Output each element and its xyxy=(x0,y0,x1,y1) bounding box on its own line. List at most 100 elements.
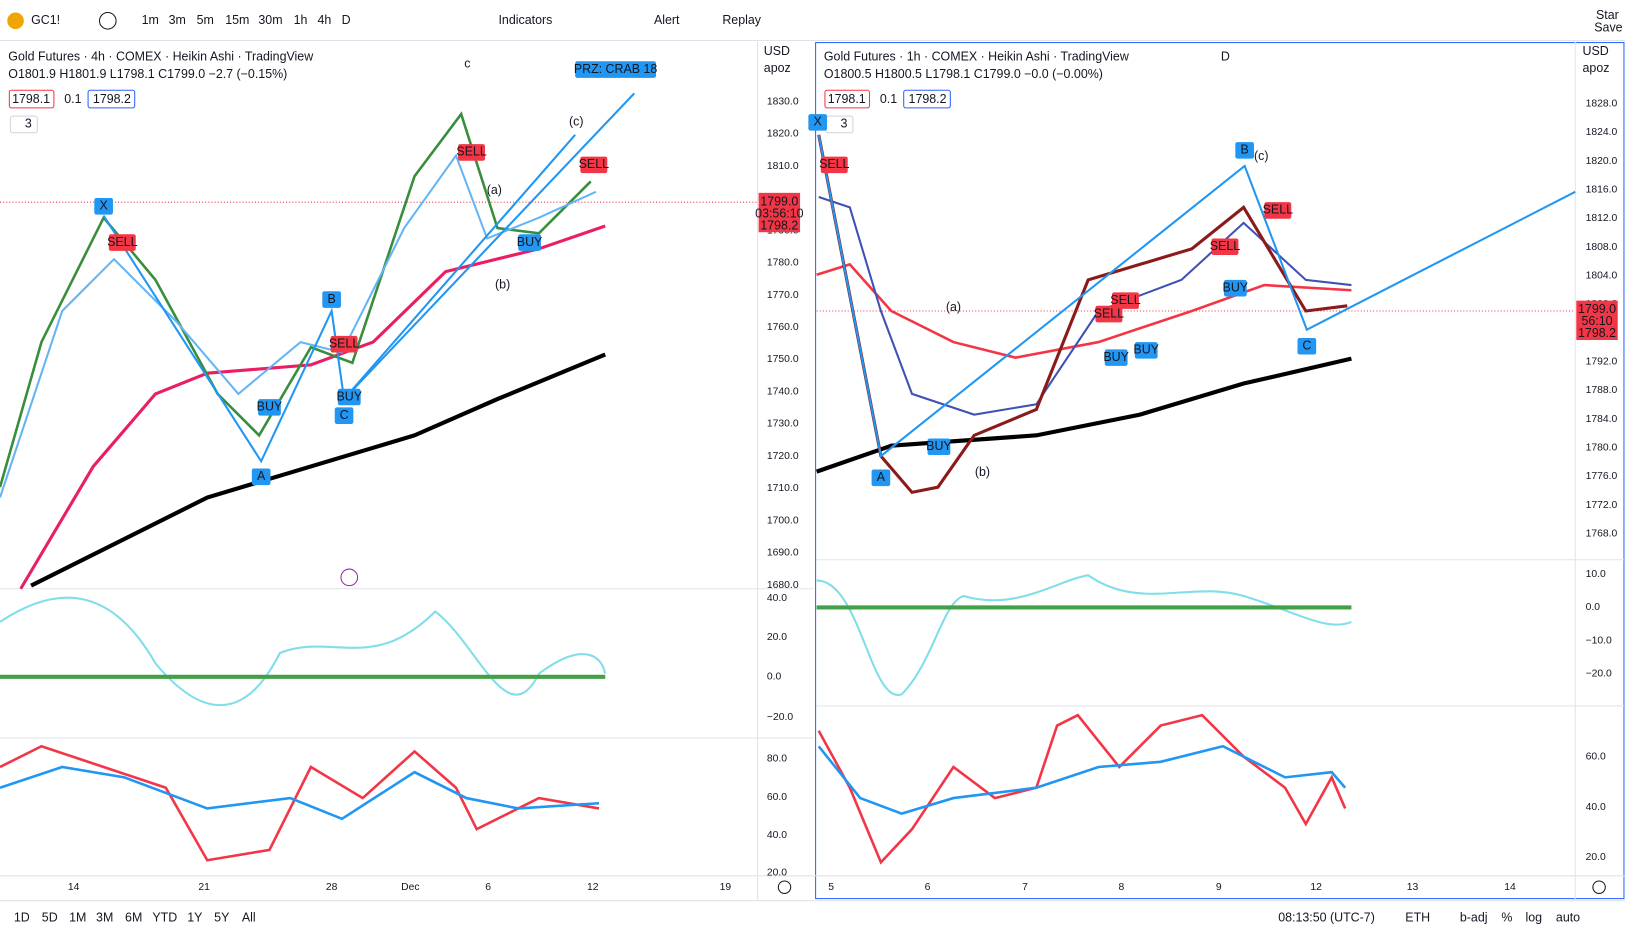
buy-signal-box xyxy=(1223,279,1247,297)
rsi-average xyxy=(0,765,600,821)
interval[interactable]: 4h xyxy=(317,13,331,27)
sell-signal: SELL xyxy=(456,145,486,159)
settings-icon[interactable] xyxy=(777,880,792,894)
replay-button[interactable]: Replay xyxy=(722,13,761,27)
pattern-point-box xyxy=(322,291,341,308)
prz-label-box xyxy=(575,61,657,78)
ma-200 xyxy=(30,352,607,588)
price-tick-label: 1772.0 xyxy=(1586,500,1618,511)
range-button[interactable]: 5D xyxy=(42,911,58,925)
buy-signal-box xyxy=(337,388,361,406)
rsi-tick-label: 40.0 xyxy=(1586,802,1606,813)
range-button[interactable]: All xyxy=(242,911,256,925)
bid-box xyxy=(8,89,55,109)
pattern-point: C xyxy=(340,408,349,422)
range-button[interactable]: 6M xyxy=(125,911,142,925)
interval[interactable]: D xyxy=(342,13,351,27)
buy-signal: BUY xyxy=(257,400,283,414)
range-button[interactable]: 1D xyxy=(14,911,30,925)
pattern-point: A xyxy=(877,470,886,484)
rsi-tick-label: 80.0 xyxy=(767,753,787,764)
range-button[interactable]: YTD xyxy=(152,911,177,925)
chart-title: Gold Futures · 1h · COMEX · Heikin Ashi … xyxy=(824,49,1129,63)
wave-label: (b) xyxy=(975,465,990,479)
time-label: 14 xyxy=(1504,882,1516,893)
indicators-button[interactable]: Indicators xyxy=(498,13,552,27)
osc-tick-label: 0.0 xyxy=(1586,602,1601,613)
pattern-point-box xyxy=(871,469,891,487)
ask: 1798.2 xyxy=(909,92,947,106)
sell-signal: SELL xyxy=(1210,239,1240,253)
alert-button[interactable]: Alert xyxy=(654,13,680,27)
range-button[interactable]: 5Y xyxy=(214,911,230,925)
interval[interactable]: 30m xyxy=(258,13,282,27)
interval[interactable]: 1m xyxy=(142,13,159,27)
sell-signal-box xyxy=(820,156,848,174)
session[interactable]: ETH xyxy=(1405,911,1430,925)
range-button[interactable]: 1M xyxy=(69,911,86,925)
badge: D xyxy=(1221,49,1230,63)
buy-signal: BUY xyxy=(1133,343,1159,357)
osc-tick-label: −20.0 xyxy=(1586,668,1612,679)
price-tick-label: 1808.0 xyxy=(1586,242,1618,253)
sell-signal: SELL xyxy=(579,157,609,171)
osc-tick-label: 10.0 xyxy=(1586,569,1606,580)
indicator-count[interactable]: 3 xyxy=(25,117,32,131)
buy-signal: BUY xyxy=(926,439,952,453)
log-toggle[interactable]: log xyxy=(1526,911,1543,925)
ma-line xyxy=(19,224,606,590)
right-chart-frame xyxy=(815,42,1625,900)
price-tick-label: 1700.0 xyxy=(767,515,799,526)
price-tick-label: 1690.0 xyxy=(767,548,799,559)
pattern-point: C xyxy=(1302,339,1311,353)
sell-signal-box xyxy=(458,144,486,161)
sync-icon[interactable] xyxy=(340,568,359,587)
time-label: 6 xyxy=(485,882,491,893)
ask: 1798.2 xyxy=(93,92,131,106)
save-button[interactable]: Save xyxy=(1594,20,1622,34)
interval[interactable]: 5m xyxy=(197,13,214,27)
last-price: 03:56:10 xyxy=(755,206,803,220)
osc-tick-label: 40.0 xyxy=(767,593,787,604)
range-button[interactable]: 1Y xyxy=(187,911,203,925)
sell-signal: SELL xyxy=(1094,306,1124,320)
bid-box xyxy=(824,89,871,109)
rsi-tick-label: 20.0 xyxy=(1586,852,1606,863)
star-button[interactable]: Star xyxy=(1596,8,1619,22)
price-tick-label: 1740.0 xyxy=(767,386,799,397)
percent-toggle[interactable]: % xyxy=(1501,911,1512,925)
harmonic-pattern xyxy=(102,134,576,464)
sell-signal-box xyxy=(1211,238,1239,256)
ohlc: O1801.9 H1801.9 L1798.1 C1799.0 −2.7 (−0… xyxy=(8,67,287,81)
time-label: 8 xyxy=(1118,882,1124,893)
pattern-point-box xyxy=(94,198,113,215)
add-symbol[interactable] xyxy=(98,12,117,30)
time-label: 7 xyxy=(1022,882,1028,893)
price-tick-label: 1680.0 xyxy=(767,580,799,591)
trend-line xyxy=(817,134,1348,495)
time-label: 21 xyxy=(198,882,210,893)
auto-toggle[interactable]: auto xyxy=(1556,911,1580,925)
adjust[interactable]: b-adj xyxy=(1460,911,1488,925)
rsi-line xyxy=(0,744,600,862)
symbol[interactable]: GC1! xyxy=(31,13,60,27)
sell-signal: SELL xyxy=(819,157,849,171)
wave-label: (a) xyxy=(487,183,502,197)
last-price: 1799.0 xyxy=(1578,302,1616,316)
buy-signal-box xyxy=(518,234,541,251)
settings-icon[interactable] xyxy=(1592,880,1606,894)
buy-signal-box xyxy=(1104,349,1128,366)
pattern-point: B xyxy=(1241,143,1249,157)
symbol-icon xyxy=(7,12,24,30)
buy-signal: BUY xyxy=(1103,350,1129,364)
chart-title: Gold Futures · 4h · COMEX · Heikin Ashi … xyxy=(8,49,313,63)
indicator-count[interactable]: 3 xyxy=(840,117,847,131)
price-tick-label: 1784.0 xyxy=(1586,414,1618,425)
interval[interactable]: 3m xyxy=(169,13,186,27)
interval[interactable]: 1h xyxy=(294,13,308,27)
interval[interactable]: 15m xyxy=(225,13,249,27)
range-button[interactable]: 3M xyxy=(96,911,113,925)
time-label: 12 xyxy=(587,882,599,893)
sell-signal-box xyxy=(1112,292,1139,309)
